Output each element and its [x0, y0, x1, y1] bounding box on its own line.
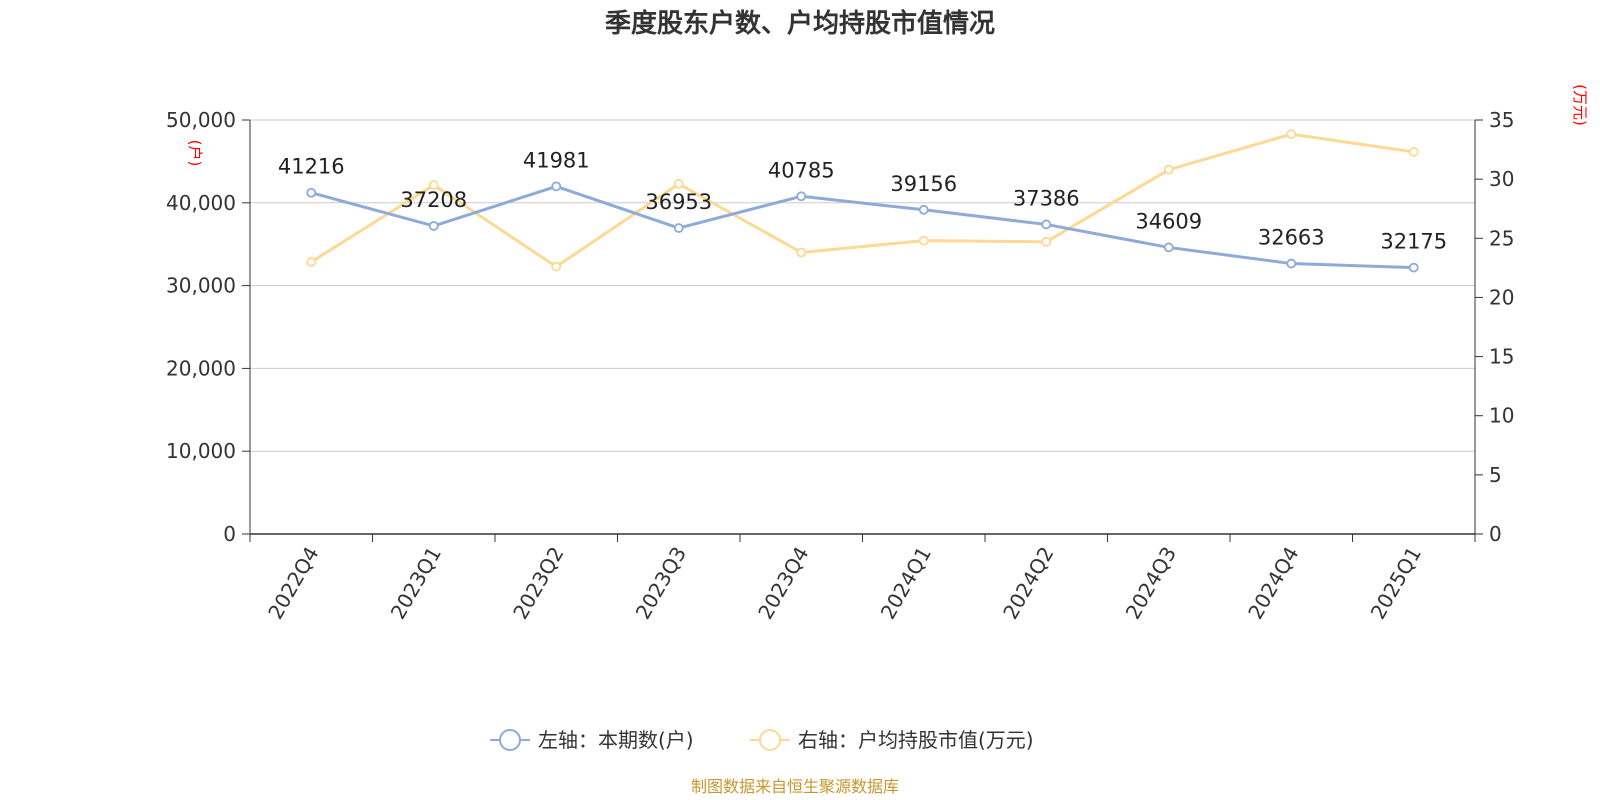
x-tick-label: 2024Q4	[1243, 543, 1303, 624]
point-left	[918, 204, 929, 215]
legend: 左轴：本期数(户) 右轴：户均持股市值(万元)	[490, 728, 1034, 752]
right-tick-label: 0	[1489, 522, 1502, 546]
x-axis-ticks: 2022Q4 2023Q1 2023Q2 2023Q3 2023Q4 2024Q1 2024…	[249, 534, 1476, 624]
left-tick-label: 50,000	[166, 108, 236, 132]
point-right	[1041, 236, 1052, 247]
point-left	[1041, 219, 1052, 230]
data-label: 32663	[1258, 226, 1325, 250]
x-tick-label: 2024Q3	[1121, 543, 1181, 624]
data-label: 39156	[890, 172, 957, 196]
legend-item-left[interactable]: 左轴：本期数(户)	[490, 728, 694, 752]
point-right	[673, 178, 684, 189]
legend-label-right: 右轴：户均持股市值(万元)	[798, 728, 1034, 752]
point-left	[796, 191, 807, 202]
left-tick-label: 20,000	[166, 356, 236, 380]
data-label: 34609	[1135, 209, 1202, 233]
point-right	[306, 257, 317, 267]
data-label: 41216	[278, 155, 345, 179]
x-tick-label: 2025Q1	[1366, 543, 1426, 624]
x-tick-label: 2023Q2	[508, 543, 568, 624]
data-labels: 41216 37208 41981 36953 40785 39156 37386 34609…	[278, 148, 1447, 253]
data-label: 32175	[1380, 230, 1447, 254]
legend-marker-right	[759, 729, 781, 751]
point-left	[306, 187, 317, 198]
left-axis-unit: (户)	[186, 140, 204, 167]
point-right	[1408, 147, 1419, 157]
left-axis-ticks: 0 10,000 20,000 30,000 40,000 50,000	[166, 108, 250, 546]
legend-label-left: 左轴：本期数(户)	[538, 728, 694, 752]
source-note: 制图数据来自恒生聚源数据库	[691, 777, 899, 796]
point-right	[918, 235, 929, 246]
grid-lines	[250, 119, 1475, 452]
right-tick-label: 30	[1489, 167, 1514, 191]
data-label: 36953	[645, 190, 712, 214]
left-tick-label: 30,000	[166, 274, 236, 298]
point-right	[1286, 129, 1297, 140]
point-left	[551, 181, 562, 192]
right-axis-unit: (万元)	[1571, 84, 1589, 126]
data-label: 40785	[768, 158, 835, 182]
point-right	[1163, 164, 1174, 175]
chart-title: 季度股东户数、户均持股市值情况	[605, 8, 995, 39]
point-left	[673, 223, 684, 233]
point-right	[796, 247, 807, 258]
series-line-right	[310, 132, 1414, 269]
left-tick-label: 40,000	[166, 191, 236, 215]
legend-item-right[interactable]: 右轴：户均持股市值(万元)	[750, 728, 1034, 752]
data-label: 37386	[1013, 186, 1080, 210]
right-axis-ticks: 0 5 10 15 20 25 30 35	[1475, 108, 1514, 546]
x-tick-label: 2024Q2	[998, 543, 1058, 624]
series-lines	[306, 129, 1419, 273]
right-tick-label: 5	[1489, 463, 1502, 487]
point-left	[1408, 262, 1419, 273]
right-tick-label: 20	[1489, 285, 1514, 309]
point-left	[1163, 242, 1174, 253]
left-tick-label: 10,000	[166, 439, 236, 463]
x-tick-label: 2023Q4	[753, 543, 813, 624]
data-label: 41981	[523, 148, 590, 172]
x-tick-label: 2023Q3	[631, 543, 691, 624]
x-tick-label: 2023Q1	[386, 543, 446, 624]
point-right	[428, 180, 439, 190]
data-label: 37208	[400, 188, 467, 212]
point-right	[551, 261, 562, 272]
x-tick-label: 2022Q4	[263, 543, 323, 624]
point-left	[1286, 258, 1297, 269]
right-tick-label: 35	[1489, 108, 1514, 132]
right-tick-label: 15	[1489, 345, 1514, 369]
point-left	[428, 221, 439, 231]
right-tick-label: 25	[1489, 226, 1514, 250]
series-line-left	[310, 184, 1414, 270]
right-tick-label: 10	[1489, 404, 1514, 428]
left-tick-label: 0	[223, 522, 236, 546]
x-tick-label: 2024Q1	[876, 543, 936, 624]
legend-marker-left	[499, 729, 521, 751]
